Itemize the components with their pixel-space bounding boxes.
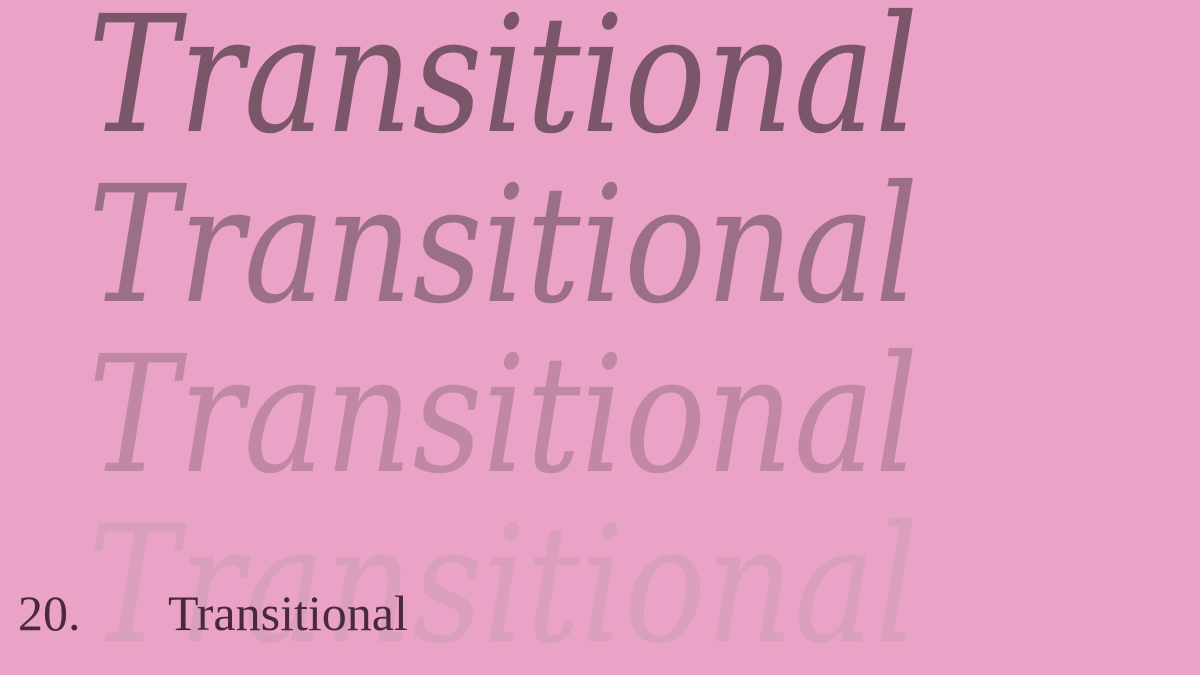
specimen-caption: 20. Transitional: [18, 588, 408, 638]
specimen-word-light: Transitional: [88, 322, 919, 510]
specimen-word-medium: Transitional: [88, 152, 919, 340]
specimen-word-faint: Transitional: [88, 492, 919, 675]
caption-number: 20.: [18, 585, 81, 641]
caption-title: Transitional: [168, 585, 408, 641]
specimen-word-dark: Transitional: [88, 0, 919, 170]
